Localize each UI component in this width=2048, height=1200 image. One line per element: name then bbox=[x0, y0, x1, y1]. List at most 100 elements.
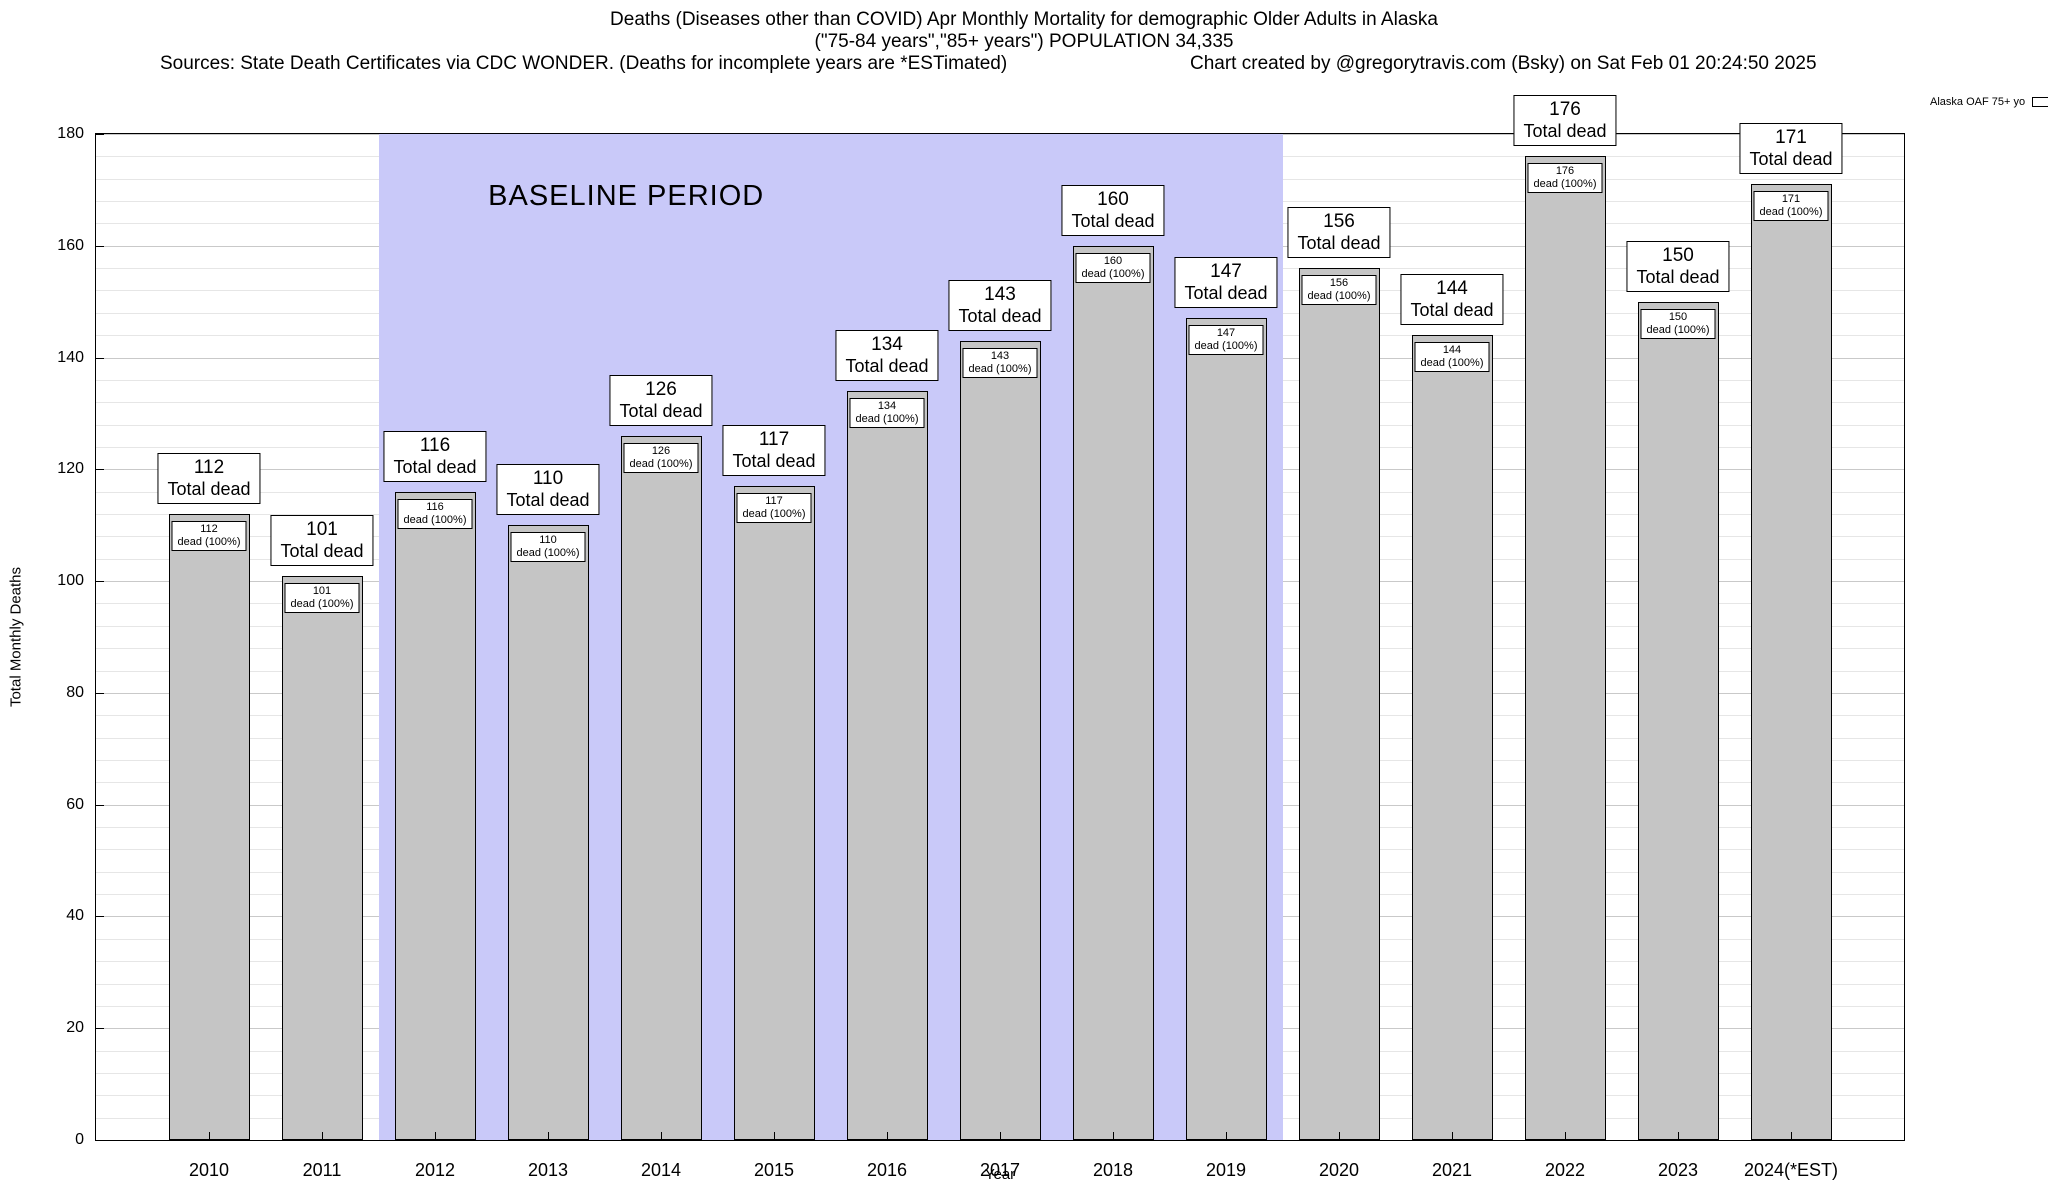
bar-value-number: 134 bbox=[877, 400, 897, 413]
bar-total-label: 101 Total dead bbox=[270, 514, 374, 566]
x-tick-label: 2011 bbox=[302, 1160, 342, 1180]
bar-value-text: dead (100%) bbox=[629, 457, 693, 470]
bar-total-value: 134 bbox=[871, 334, 903, 356]
bar-total-value: 144 bbox=[1436, 278, 1468, 300]
y-tick-label: 160 bbox=[57, 236, 84, 254]
bar bbox=[733, 486, 815, 1140]
y-tick-label: 0 bbox=[75, 1131, 84, 1148]
y-tick-label: 140 bbox=[57, 348, 84, 366]
bar-value-text: dead (100%) bbox=[290, 597, 354, 610]
bar-value-number: 101 bbox=[312, 584, 332, 597]
y-tick-label: 180 bbox=[57, 125, 84, 142]
bar-value-text: dead (100%) bbox=[1759, 206, 1823, 219]
bar-total-value: 101 bbox=[306, 518, 338, 540]
bar-value-text: dead (100%) bbox=[516, 547, 580, 560]
y-tick-label: 40 bbox=[66, 907, 84, 925]
x-tick-label: 2020 bbox=[1318, 1160, 1360, 1180]
x-tick bbox=[1339, 1132, 1340, 1140]
y-tick bbox=[96, 469, 104, 471]
bar bbox=[1298, 268, 1380, 1140]
chart-title: Deaths (Diseases other than COVID) Apr M… bbox=[610, 9, 1438, 30]
bar-value-text: dead (100%) bbox=[855, 413, 919, 426]
bar bbox=[1637, 301, 1719, 1140]
bar-value-label: 117 dead (100%) bbox=[736, 493, 812, 524]
bar-value-text: dead (100%) bbox=[1081, 267, 1145, 280]
bar-value-label: 101 dead (100%) bbox=[284, 582, 360, 613]
bar-total-label: 134 Total dead bbox=[835, 330, 939, 382]
bar-total-value: 110 bbox=[532, 468, 564, 490]
x-tick-label: 2013 bbox=[527, 1160, 569, 1180]
bar-value-number: 126 bbox=[651, 444, 671, 457]
bar-value-label: 116 dead (100%) bbox=[397, 498, 473, 529]
bar-total-value: 117 bbox=[758, 429, 790, 451]
bar-total-label: 171 Total dead bbox=[1739, 123, 1843, 175]
y-tick bbox=[96, 1028, 104, 1030]
bar-total-value: 156 bbox=[1323, 211, 1355, 233]
y-tick bbox=[96, 245, 104, 247]
x-tick bbox=[548, 1132, 549, 1140]
bar-total-text: Total dead bbox=[393, 456, 477, 477]
bar bbox=[1750, 184, 1832, 1140]
x-tick bbox=[1113, 1132, 1114, 1140]
bar-value-number: 144 bbox=[1442, 344, 1462, 357]
bar-value-number: 116 bbox=[426, 500, 444, 513]
bar-value-label: 156 dead (100%) bbox=[1301, 275, 1377, 306]
bar-total-label: 110 Total dead bbox=[496, 464, 600, 516]
bar-total-value: 171 bbox=[1775, 127, 1807, 149]
x-tick bbox=[209, 1132, 210, 1140]
legend-swatch-icon bbox=[2032, 97, 2048, 107]
y-tick-label: 60 bbox=[66, 795, 84, 813]
bar-total-value: 112 bbox=[193, 457, 225, 479]
x-tick-label: 2022 bbox=[1544, 1160, 1586, 1180]
chart-sources: Sources: State Death Certificates via CD… bbox=[160, 53, 1008, 74]
bar-value-label: 126 dead (100%) bbox=[623, 442, 699, 473]
chart-subtitle: ("75-84 years","85+ years") POPULATION 3… bbox=[814, 31, 1234, 52]
y-tick-label: 80 bbox=[66, 683, 84, 701]
x-tick-label: 2023 bbox=[1657, 1160, 1699, 1180]
bar-total-text: Total dead bbox=[1749, 149, 1833, 170]
x-tick-label: 2015 bbox=[753, 1160, 795, 1180]
bar-total-text: Total dead bbox=[1523, 121, 1607, 142]
bar-value-number: 112 bbox=[200, 523, 218, 536]
x-tick-label: 2012 bbox=[414, 1160, 456, 1180]
bar-total-text: Total dead bbox=[1071, 210, 1155, 231]
x-tick-label: 2021 bbox=[1431, 1160, 1473, 1180]
bar-value-text: dead (100%) bbox=[1194, 340, 1258, 353]
bar-value-number: 156 bbox=[1329, 277, 1349, 290]
bar-value-number: 160 bbox=[1103, 254, 1123, 267]
x-tick-label: 2024(*EST) bbox=[1743, 1160, 1839, 1180]
bar bbox=[1072, 245, 1154, 1140]
x-tick bbox=[1565, 1132, 1566, 1140]
bar-value-number: 143 bbox=[990, 349, 1010, 362]
bar-total-text: Total dead bbox=[732, 451, 816, 472]
chart-meta-line: Sources: State Death Certificates via CD… bbox=[0, 53, 2048, 75]
y-tick bbox=[96, 581, 104, 583]
bar bbox=[281, 575, 363, 1140]
x-tick bbox=[1226, 1132, 1227, 1140]
x-tick bbox=[774, 1132, 775, 1140]
x-tick bbox=[661, 1132, 662, 1140]
x-tick-label: 2014 bbox=[640, 1160, 682, 1180]
x-tick-label: 2016 bbox=[866, 1160, 908, 1180]
bar-value-label: 134 dead (100%) bbox=[849, 398, 925, 429]
bar-total-text: Total dead bbox=[1184, 283, 1268, 304]
x-tick bbox=[1791, 1132, 1792, 1140]
bar-value-label: 147 dead (100%) bbox=[1188, 325, 1264, 356]
bar-value-text: dead (100%) bbox=[1307, 290, 1371, 303]
bar-value-number: 150 bbox=[1668, 310, 1688, 323]
x-tick bbox=[435, 1132, 436, 1140]
bar bbox=[1185, 318, 1267, 1140]
bar-value-label: 150 dead (100%) bbox=[1640, 308, 1716, 339]
bar-total-text: Total dead bbox=[619, 400, 703, 421]
bar bbox=[959, 340, 1041, 1140]
x-tick-label: 2018 bbox=[1092, 1160, 1134, 1180]
bar-total-label: 143 Total dead bbox=[948, 279, 1052, 331]
bar bbox=[1411, 335, 1493, 1140]
bar-total-label: 150 Total dead bbox=[1626, 240, 1730, 292]
y-tick bbox=[96, 692, 104, 694]
x-tick bbox=[1678, 1132, 1679, 1140]
legend: Alaska OAF 75+ yo bbox=[1930, 96, 2048, 108]
bar-value-label: 171 dead (100%) bbox=[1753, 191, 1829, 222]
y-tick bbox=[96, 916, 104, 918]
plot-area: 0 20 40 60 80 100 120 140 160 180 BASELINE PERIOD 1… bbox=[57, 95, 1905, 1180]
